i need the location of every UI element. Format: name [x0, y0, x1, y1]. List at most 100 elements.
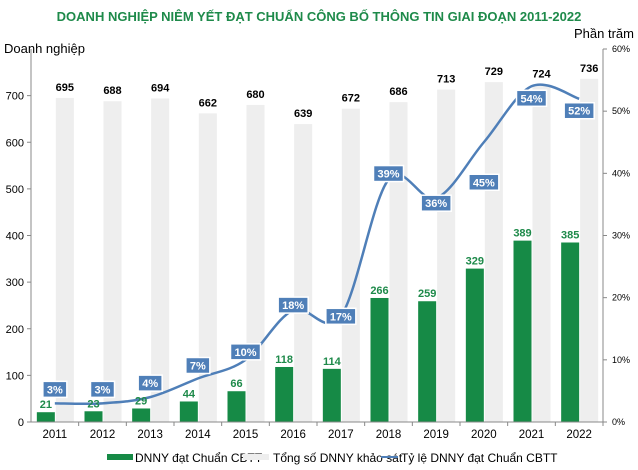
total-bar: [103, 101, 122, 422]
certified-value-label: 329: [466, 256, 484, 268]
y-tick-label: 0: [18, 417, 24, 429]
legend-label-rate: Tỷ lệ DNNY đạt Chuẩn CBTT: [401, 451, 558, 465]
rate-label-box: [372, 164, 405, 183]
y2-tick-label: 10%: [612, 355, 630, 365]
total-value-label: 695: [56, 82, 74, 94]
x-tick-label: 2015: [233, 429, 259, 441]
y2-tick-label: 60%: [612, 44, 630, 54]
legend-swatch-certified: [107, 454, 133, 460]
rate-label: 10%: [234, 347, 256, 359]
chart-title: DOANH NGHIỆP NIÊM YẾT ĐẠT CHUẨN CÔNG BỐ …: [57, 9, 582, 24]
y-tick-label: 400: [6, 231, 24, 243]
x-tick-label: 2022: [566, 429, 592, 441]
total-value-label: 686: [389, 86, 407, 98]
rate-label-box: [137, 374, 163, 392]
rate-label: 45%: [473, 177, 495, 189]
certified-bar: [370, 297, 389, 422]
certified-bar: [513, 240, 532, 422]
total-value-label: 736: [580, 63, 598, 75]
x-tick-label: 2013: [137, 429, 163, 441]
rate-label-box: [277, 296, 309, 314]
certified-value-label: 23: [87, 398, 99, 410]
x-tick-label: 2014: [185, 429, 211, 441]
certified-bar: [465, 268, 484, 422]
certified-value-label: 29: [135, 395, 147, 407]
rate-label: 54%: [520, 93, 542, 105]
certified-bar: [275, 366, 294, 422]
certified-value-label: 389: [513, 228, 531, 240]
total-bar: [151, 98, 170, 423]
x-tick-label: 2019: [423, 429, 449, 441]
y2-axis-label: Phần trăm: [574, 26, 634, 41]
certified-value-label: 66: [230, 378, 242, 390]
certified-bar: [132, 408, 151, 422]
certified-value-label: 44: [183, 388, 196, 400]
total-value-label: 688: [103, 85, 121, 97]
certified-value-label: 259: [418, 288, 436, 300]
rate-label-box: [42, 380, 68, 399]
legend-label-total: Tổng số DNNY khảo sát: [273, 451, 403, 465]
total-value-label: 729: [485, 66, 503, 78]
rate-label-box: [229, 343, 262, 361]
total-bar: [246, 104, 265, 422]
rate-label-box: [563, 101, 595, 120]
rate-label: 3%: [95, 384, 111, 396]
certified-value-label: 266: [370, 285, 388, 297]
certified-bar: [36, 412, 55, 422]
legend-swatch-total: [243, 454, 269, 460]
y-tick-label: 100: [6, 370, 24, 382]
y-tick-label: 500: [6, 184, 24, 196]
y2-tick-label: 40%: [612, 168, 630, 178]
rate-label-box: [420, 194, 452, 212]
certified-bar: [179, 401, 198, 422]
total-bar: [294, 124, 313, 422]
y-tick-label: 300: [6, 277, 24, 289]
certified-bar: [84, 411, 103, 422]
x-tick-label: 2011: [42, 429, 67, 441]
certified-bar: [227, 391, 246, 422]
total-bar: [437, 89, 456, 422]
rate-label-box: [185, 356, 211, 375]
rate-label: 3%: [47, 384, 63, 396]
legend-label-certified: DNNY đạt Chuẩn CBTT: [135, 451, 263, 465]
rate-label: 17%: [330, 311, 352, 323]
total-bar: [55, 97, 74, 423]
y2-tick-label: 50%: [612, 106, 630, 116]
x-tick-label: 2020: [471, 429, 497, 441]
y-tick-label: 200: [6, 324, 24, 336]
rate-label: 39%: [377, 169, 399, 181]
rate-label-box: [325, 307, 357, 326]
x-tick-label: 2016: [280, 429, 306, 441]
y-tick-label: 600: [6, 137, 24, 149]
total-value-label: 639: [294, 108, 312, 120]
total-bar: [341, 108, 360, 423]
certified-bar: [561, 242, 580, 422]
x-tick-label: 2017: [328, 429, 354, 441]
y-axis-label: Doanh nghiệp: [4, 41, 85, 56]
x-tick-label: 2021: [519, 429, 545, 441]
y2-tick-label: 0%: [612, 417, 625, 427]
total-bar: [484, 82, 503, 422]
certified-value-label: 385: [561, 229, 579, 241]
total-value-label: 724: [532, 68, 551, 80]
certified-value-label: 21: [40, 399, 52, 411]
y-tick-label: 700: [6, 91, 24, 103]
total-value-label: 713: [437, 74, 455, 86]
total-value-label: 672: [342, 93, 360, 105]
rate-label: 18%: [282, 300, 304, 312]
certified-value-label: 114: [323, 356, 342, 368]
rate-label: 7%: [190, 360, 206, 372]
total-bar: [580, 78, 599, 422]
rate-label-box: [89, 380, 116, 399]
total-value-label: 694: [151, 82, 170, 94]
y2-tick-label: 30%: [612, 231, 630, 241]
y2-tick-label: 20%: [612, 293, 630, 303]
total-bar: [532, 84, 551, 422]
certified-bar: [322, 368, 341, 422]
total-bar: [389, 102, 408, 422]
certified-value-label: 118: [275, 354, 293, 366]
x-tick-label: 2018: [376, 429, 402, 441]
rate-label: 4%: [142, 378, 158, 390]
